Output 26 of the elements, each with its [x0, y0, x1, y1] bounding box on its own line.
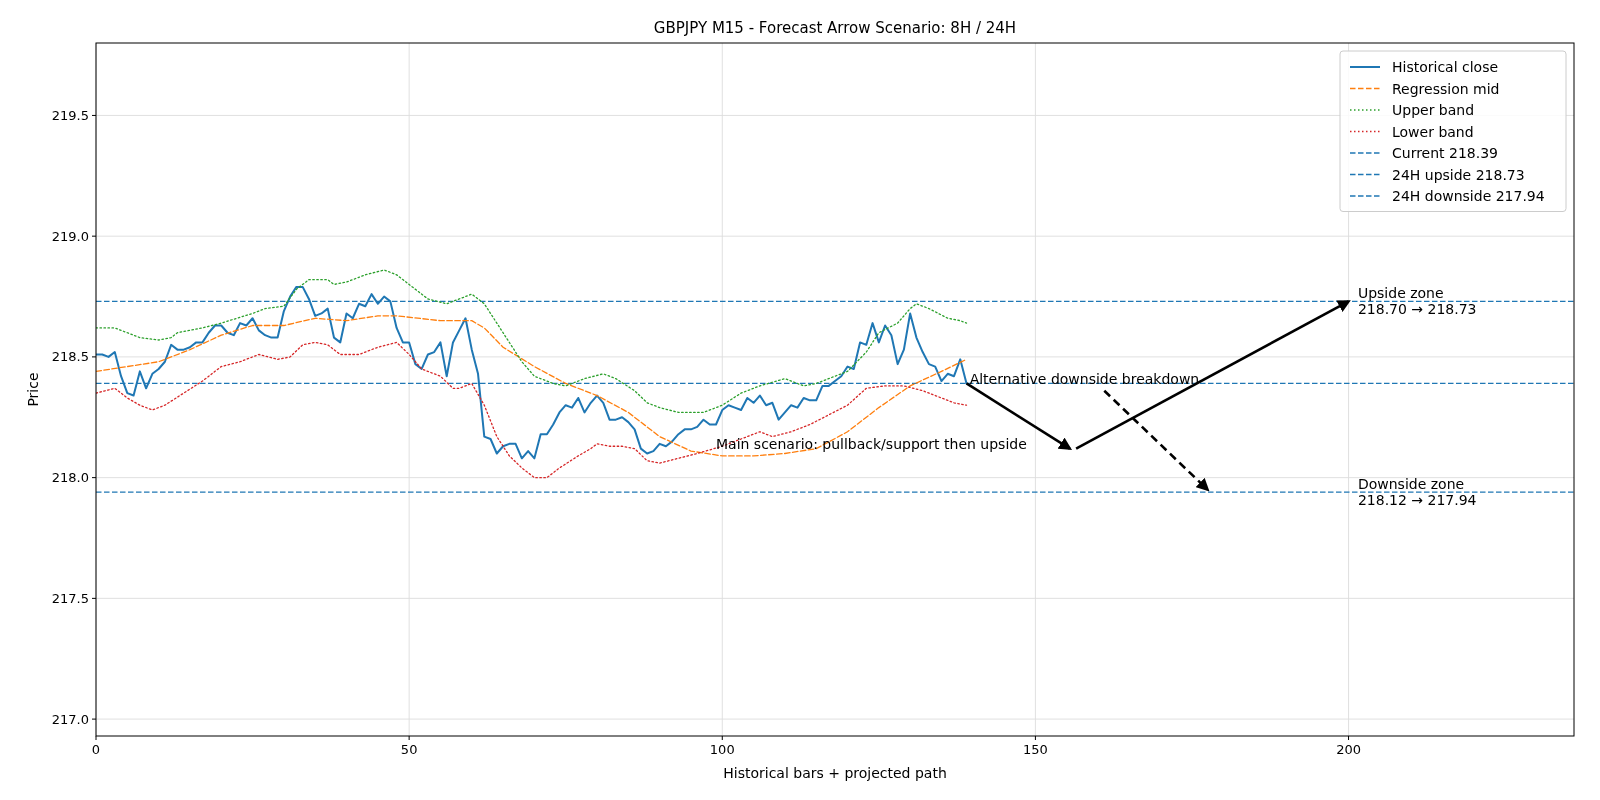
x-tick-label: 150: [1022, 742, 1048, 757]
y-tick-label: 218.5: [51, 349, 89, 365]
x-tick-label: 100: [709, 742, 735, 757]
x-tick-label: 200: [1336, 742, 1361, 757]
annotation: Main scenario: pullback/support then upside: [716, 435, 1027, 452]
annotation: Alternative downside breakdown: [969, 370, 1200, 387]
y-tick-label: 219.5: [51, 107, 89, 123]
y-axis-title: Price: [25, 372, 41, 407]
y-tick-label: 218.0: [51, 470, 89, 486]
chart-title: GBPJPY M15 - Forecast Arrow Scenario: 8H / 24H: [653, 19, 1017, 37]
legend-label: Historical close: [1392, 59, 1499, 75]
y-tick-label: 217.0: [51, 711, 89, 727]
legend-label: Upper band: [1392, 102, 1475, 118]
legend-label: Lower band: [1392, 123, 1474, 140]
y-tick-label: 219.0: [51, 228, 89, 244]
legend-label: 24H upside 218.73: [1392, 166, 1525, 183]
x-axis-title: Historical bars + projected path: [723, 765, 947, 781]
x-tick-label: 50: [400, 742, 418, 757]
x-tick-label: 0: [91, 742, 101, 757]
annotation: Upside zone 218.70 → 218.73: [1357, 285, 1477, 318]
line-series: [96, 269, 968, 414]
legend-label: 24H downside 217.94: [1392, 188, 1545, 204]
legend-label: Regression mid: [1392, 80, 1500, 97]
y-tick-label: 217.5: [51, 590, 89, 606]
annotation: Downside zone 218.12 → 217.94: [1357, 476, 1477, 509]
legend-label: Current 218.39: [1392, 145, 1499, 161]
